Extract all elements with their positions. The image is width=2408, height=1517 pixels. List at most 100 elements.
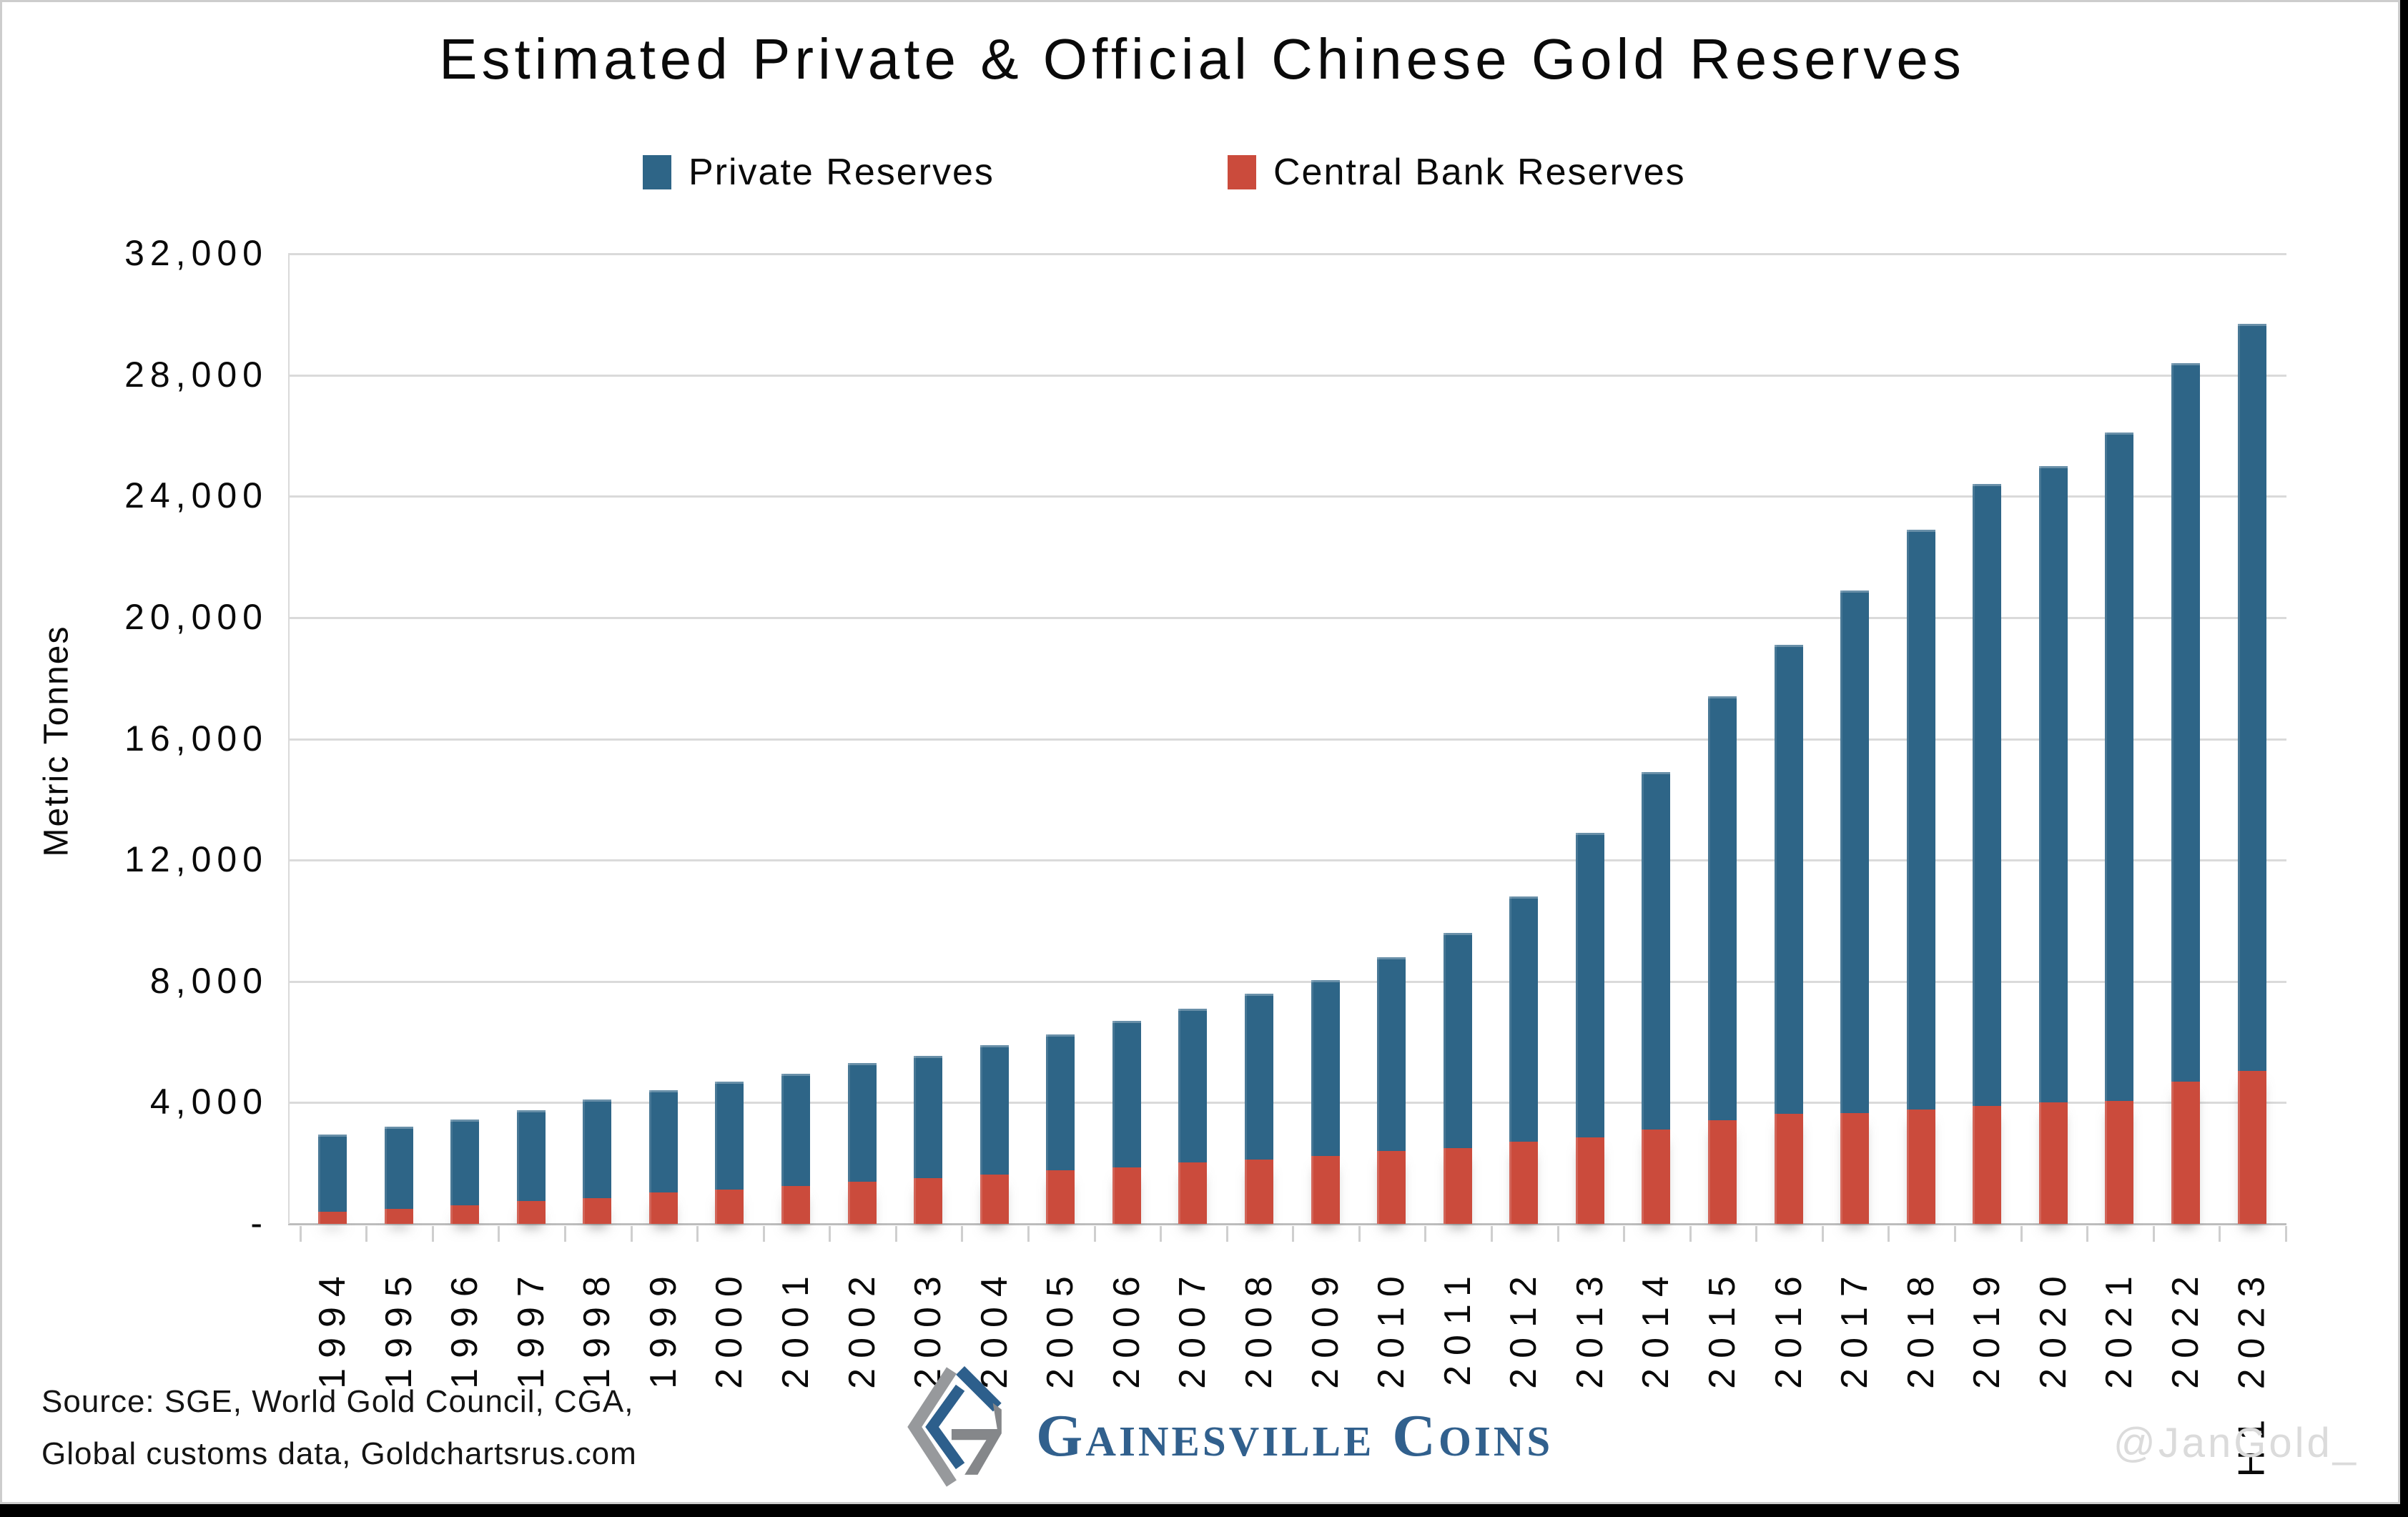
axis-tick: [762, 1226, 765, 1242]
bar-1995-central-bank: [384, 1208, 413, 1224]
bar-2019-private: [1973, 484, 2002, 1106]
axis-tick: [1358, 1226, 1361, 1242]
legend-item-central-bank: Central Bank Reserves: [1228, 154, 1686, 191]
bar-2005-central-bank: [1046, 1170, 1075, 1224]
bar-H1 2023-private: [2237, 323, 2266, 1071]
bar-2006-private: [1112, 1020, 1141, 1167]
gridline: [288, 616, 2286, 619]
bar-2000-central-bank: [715, 1189, 744, 1224]
legend-label-central-bank: Central Bank Reserves: [1273, 152, 1686, 193]
y-tick-label: 8,000: [149, 960, 268, 1001]
bar-1996-private: [450, 1119, 480, 1205]
bar-1994-private: [318, 1134, 347, 1212]
bar-2007-central-bank: [1178, 1162, 1208, 1224]
axis-tick: [1888, 1226, 1890, 1242]
axis-tick: [1093, 1226, 1096, 1242]
x-tick-label: 2021: [2098, 1266, 2141, 1389]
bar-2009-central-bank: [1311, 1155, 1340, 1224]
axis-tick: [431, 1226, 434, 1242]
bar-2001-central-bank: [781, 1185, 810, 1224]
axis-tick: [1225, 1226, 1228, 1242]
bar-2003-central-bank: [914, 1178, 943, 1224]
bar-2022-central-bank: [2171, 1081, 2200, 1224]
bar-2018-private: [1906, 529, 1935, 1110]
axis-tick: [1556, 1226, 1559, 1242]
x-tick-label: 2000: [709, 1266, 751, 1389]
bar-2005-private: [1046, 1034, 1075, 1170]
bar-1997-private: [516, 1110, 546, 1201]
watermark: @JanGold_: [2113, 1420, 2359, 1466]
x-tick-label: 2001: [774, 1266, 816, 1389]
bar-2018-central-bank: [1906, 1110, 1935, 1224]
x-tick-label: 1995: [378, 1266, 420, 1389]
bar-2017-private: [1840, 590, 1870, 1113]
x-tick-label: 2016: [1767, 1266, 1810, 1389]
gridline: [288, 859, 2286, 862]
x-tick-label: 2018: [1900, 1266, 1942, 1389]
x-tick-label: 2017: [1833, 1266, 1875, 1389]
axis-tick: [2020, 1226, 2023, 1242]
gridline: [288, 980, 2286, 983]
axis-tick: [1424, 1226, 1427, 1242]
axis-tick: [829, 1226, 832, 1242]
bar-2008-private: [1244, 993, 1273, 1160]
x-tick-label: 2013: [1569, 1266, 1611, 1389]
y-tick-label: 4,000: [149, 1082, 268, 1122]
axis-tick: [563, 1226, 566, 1242]
x-tick-label: 1996: [443, 1266, 485, 1389]
bar-2021-central-bank: [2105, 1101, 2134, 1224]
bar-2019-central-bank: [1973, 1105, 2002, 1224]
bar-2008-central-bank: [1244, 1159, 1273, 1224]
bar-2017-central-bank: [1840, 1112, 1870, 1224]
y-tick-label: 24,000: [124, 475, 268, 516]
axis-tick: [1689, 1226, 1692, 1242]
bar-2004-private: [980, 1044, 1009, 1175]
legend-swatch-central-bank-icon: [1228, 155, 1256, 189]
bar-2013-private: [1575, 832, 1604, 1138]
bar-2014-private: [1642, 772, 1671, 1130]
legend-item-private: Private Reserves: [643, 154, 995, 191]
bar-2002-central-bank: [847, 1181, 877, 1224]
axis-tick: [2284, 1226, 2287, 1242]
y-tick-label: 16,000: [124, 718, 268, 758]
bar-1999-central-bank: [648, 1192, 678, 1224]
bar-2011-private: [1443, 932, 1472, 1148]
bar-2016-private: [1774, 645, 1803, 1114]
y-tick-label: 12,000: [124, 839, 268, 880]
bar-1995-private: [384, 1127, 413, 1209]
bar-2010-central-bank: [1377, 1151, 1406, 1224]
bar-1997-central-bank: [516, 1200, 546, 1224]
bar-1998-private: [583, 1100, 612, 1198]
x-tick-label: 2020: [2032, 1266, 2074, 1389]
bar-1996-central-bank: [450, 1205, 480, 1224]
bar-2012-central-bank: [1509, 1142, 1539, 1224]
bar-2020-central-bank: [2038, 1102, 2068, 1224]
bar-1998-central-bank: [583, 1197, 612, 1224]
source-note-line2: Global customs data, Goldchartsrus.com: [41, 1436, 637, 1471]
axis-tick: [1292, 1226, 1295, 1242]
bar-2010-private: [1377, 957, 1406, 1152]
axis-tick: [894, 1226, 897, 1242]
axis-tick: [2219, 1226, 2221, 1242]
axis-tick: [696, 1226, 699, 1242]
y-axis-line: [288, 254, 290, 1224]
source-note-line1: Source: SGE, World Gold Council, CGA,: [41, 1384, 634, 1419]
bar-1999-private: [648, 1090, 678, 1193]
gridline: [288, 738, 2286, 741]
axis-tick: [365, 1226, 368, 1242]
axis-tick: [630, 1226, 633, 1242]
axis-tick: [1755, 1226, 1758, 1242]
x-tick-label: 2002: [841, 1266, 883, 1389]
axis-tick: [1490, 1226, 1493, 1242]
bar-2002-private: [847, 1063, 877, 1182]
x-tick-label: 2014: [1635, 1266, 1677, 1389]
bar-2015-central-bank: [1707, 1120, 1737, 1224]
axis-tick: [1821, 1226, 1824, 1242]
axis-tick: [2086, 1226, 2089, 1242]
bar-2007-private: [1178, 1008, 1208, 1163]
bar-2020-private: [2038, 465, 2068, 1103]
bar-2006-central-bank: [1112, 1167, 1141, 1224]
bar-2004-central-bank: [980, 1175, 1009, 1224]
bar-2001-private: [781, 1074, 810, 1186]
